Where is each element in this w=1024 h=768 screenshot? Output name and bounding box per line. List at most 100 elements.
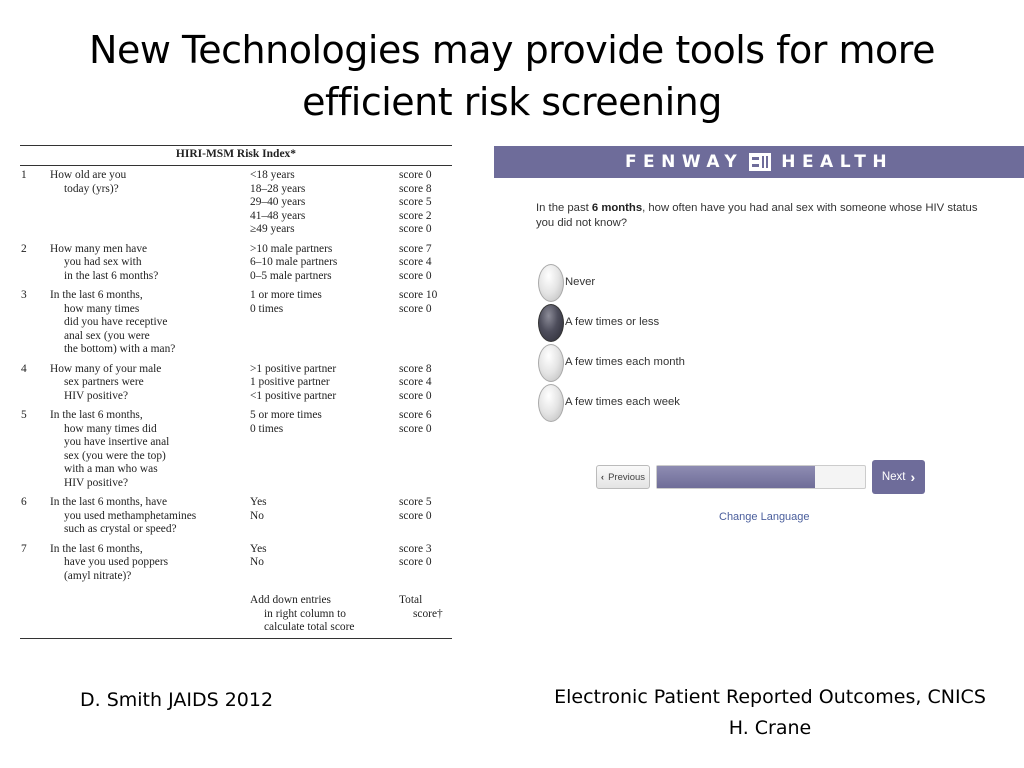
next-button[interactable]: Next ›	[872, 460, 925, 494]
row-score: score 0	[399, 509, 432, 522]
radio-button[interactable]	[538, 344, 564, 382]
row-question: How old are you today (yrs)?	[50, 169, 250, 196]
row-score: score 0	[399, 302, 432, 315]
row-option: 1 positive partner	[250, 376, 330, 388]
row-score: score 0	[399, 169, 432, 181]
question-line: such as crystal or speed?	[64, 523, 177, 535]
change-language-link[interactable]: Change Language	[719, 511, 810, 523]
row-score: score 7	[399, 242, 432, 255]
row-score: score 0	[399, 269, 432, 282]
chevron-left-icon: ‹	[600, 471, 605, 483]
row-score: score 0	[399, 389, 432, 402]
citation-right-line: H. Crane	[728, 717, 812, 739]
citation-right-line: Electronic Patient Reported Outcomes, CN…	[554, 686, 986, 708]
question-line: sex (you were the top)	[64, 449, 166, 462]
radio-button[interactable]	[538, 264, 564, 302]
row-score: score 4	[399, 256, 432, 268]
radio-button[interactable]	[538, 384, 564, 422]
row-question: How many of your male sex partners were HI…	[50, 363, 250, 404]
progress-bar	[656, 465, 866, 489]
row-number: 5	[21, 409, 27, 421]
chevron-right-icon: ›	[910, 469, 916, 485]
row-score: score 6	[399, 409, 432, 421]
question-text-bold: 6 months	[591, 202, 643, 214]
question-line: In the last 6 months,	[50, 409, 143, 421]
table-bottom-rule	[20, 638, 452, 639]
row-score: score 4	[399, 376, 432, 388]
question-line: you had sex with	[64, 256, 142, 268]
citation-right: Electronic Patient Reported Outcomes, CN…	[520, 682, 1020, 744]
row-option: <18 years	[250, 169, 295, 181]
row-option: <1 positive partner	[250, 389, 337, 402]
answer-option-label: A few times or less	[565, 316, 660, 328]
question-line: you have insertive anal	[64, 436, 170, 448]
question-line: In the last 6 months,	[50, 542, 143, 555]
question-line: How many of your male	[50, 362, 162, 375]
row-score: score 3	[399, 542, 432, 555]
row-number: 2	[21, 242, 27, 255]
row-option: >10 male partners	[250, 242, 333, 255]
row-option: >1 positive partner	[250, 362, 337, 375]
question-line: today (yrs)?	[64, 182, 119, 195]
footer-instruction-line: in right column to	[264, 607, 346, 620]
question-line: How many men have	[50, 242, 148, 255]
row-option: 29–40 years	[250, 196, 306, 208]
brand-name-left: FENWAY	[624, 152, 744, 172]
row-score: score 5	[399, 496, 432, 508]
row-option: 41–48 years	[250, 209, 306, 222]
row-option: 18–28 years	[250, 182, 306, 195]
question-line: In the last 6 months,	[50, 289, 143, 301]
row-question: How many men have you had sex with in the …	[50, 243, 250, 284]
row-option: 0 times	[250, 302, 284, 315]
slide-title-line-2: efficient risk screening	[302, 80, 722, 124]
row-option: 0–5 male partners	[250, 269, 332, 282]
row-score: score 8	[399, 182, 432, 195]
row-number: 7	[21, 542, 27, 555]
table-top-rule	[20, 145, 452, 146]
question-line: anal sex (you were	[64, 329, 150, 342]
question-line: how many times did	[64, 422, 157, 435]
row-number: 6	[21, 496, 27, 508]
footer-instruction-line: Add down entries	[250, 594, 331, 606]
question-line: with a man who was	[64, 463, 158, 475]
previous-button[interactable]: ‹ Previous	[596, 465, 650, 489]
slide-title: New Technologies may provide tools for m…	[40, 24, 984, 128]
previous-button-label: Previous	[608, 471, 646, 483]
row-option: ≥49 years	[250, 223, 295, 235]
footer-total: Total score†	[399, 594, 443, 621]
answer-option-label: A few times each week	[565, 396, 680, 408]
question-text-post: , how often have you had anal sex with s…	[536, 202, 978, 229]
row-score: score 8	[399, 362, 432, 375]
row-score: score 0	[399, 422, 432, 435]
row-option: Yes	[250, 496, 267, 508]
row-number: 3	[21, 289, 27, 301]
row-number: 1	[21, 169, 27, 181]
progress-bar-fill	[657, 466, 816, 488]
question-line: (amyl nitrate)?	[64, 569, 132, 582]
footer-total-line: Total	[399, 594, 423, 606]
footer-total-line: score†	[413, 607, 443, 620]
answer-option-label: Never	[565, 276, 596, 288]
row-score: score 0	[399, 223, 432, 235]
answer-option-few-times-or-less[interactable]: A few times or less	[536, 304, 736, 344]
brand-name-right: HEALTH	[781, 152, 894, 172]
slide-title-line-1: New Technologies may provide tools for m…	[89, 28, 935, 72]
row-question: In the last 6 months, have you used poppe…	[50, 543, 250, 584]
question-line: HIV positive?	[64, 389, 129, 402]
footer-instruction: Add down entries in right column to calc…	[250, 594, 354, 635]
row-question: In the last 6 months, how many times did y…	[50, 409, 250, 490]
row-score: score 0	[399, 556, 432, 568]
answer-option-few-times-each-month[interactable]: A few times each month	[536, 344, 736, 384]
row-option: No	[250, 509, 264, 522]
table-title: HIRI-MSM Risk Index*	[175, 148, 297, 160]
question-line: have you used poppers	[64, 556, 169, 568]
question-line: HIV positive?	[64, 476, 129, 489]
question-line: the bottom) with a man?	[64, 343, 176, 355]
row-option: No	[250, 556, 264, 568]
answer-option-few-times-each-week[interactable]: A few times each week	[536, 384, 736, 424]
answer-option-never[interactable]: Never	[536, 264, 736, 304]
row-option: Yes	[250, 542, 267, 555]
radio-button-selected[interactable]	[538, 304, 564, 342]
fenway-health-banner: FENWAY HEALTH	[494, 146, 1024, 178]
citation-left: D. Smith JAIDS 2012	[80, 689, 274, 711]
